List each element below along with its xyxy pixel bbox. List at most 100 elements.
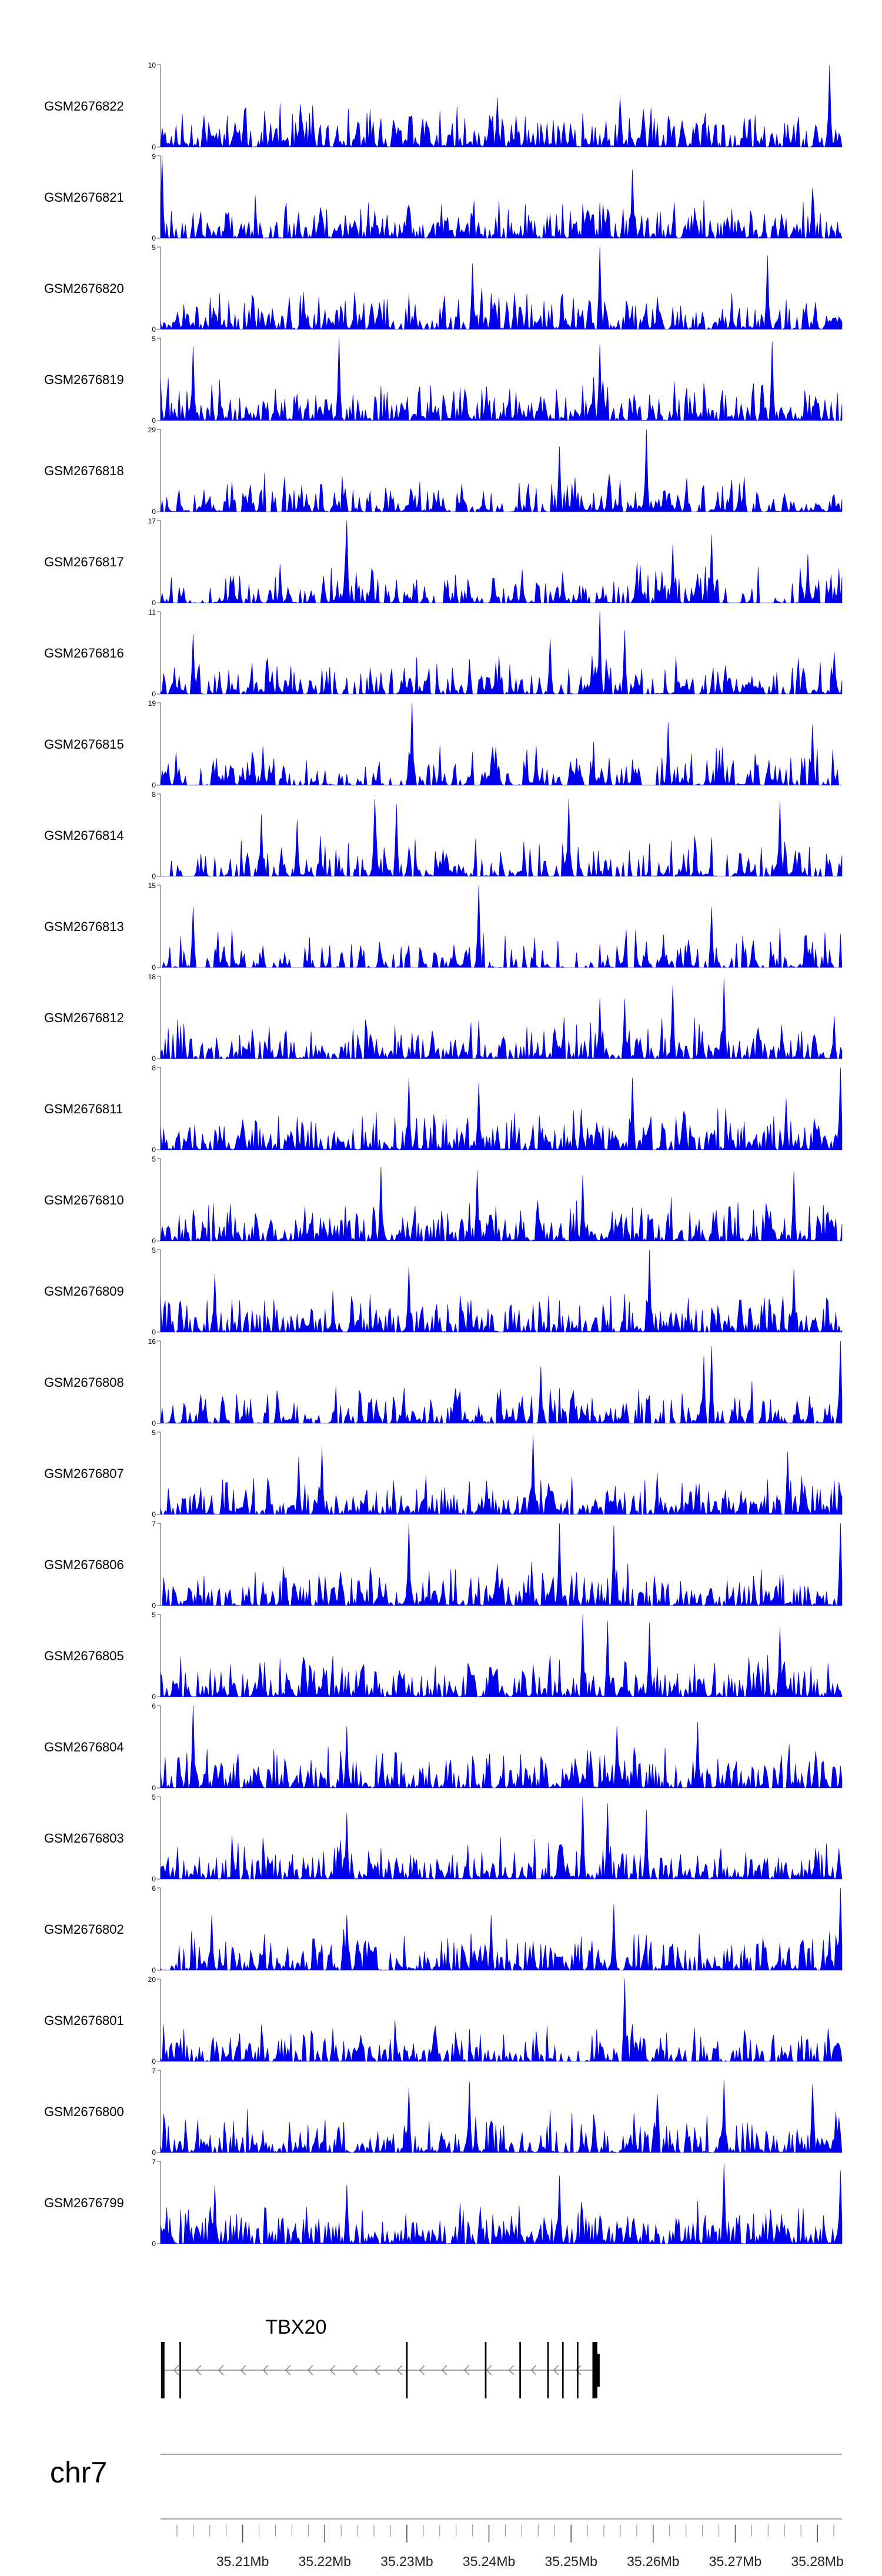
strand-chevron [173,2365,179,2375]
strand-chevron [195,2365,202,2375]
track-gsm2676802: GSM2676802 6 0 [44,1884,843,1974]
x-tick-label: 35.28Mb [791,2554,844,2569]
coverage-area [161,799,843,877]
track-gsm2676799: GSM2676799 7 0 [44,2158,843,2248]
coverage-area [160,1166,843,1242]
strand-chevron [530,2365,537,2375]
coverage-area [160,2163,843,2245]
y-tick-label-max: 5 [152,1246,156,1254]
track-gsm2676800: GSM2676800 7 0 [44,2067,843,2157]
strand-chevron [374,2365,380,2375]
y-tick-label-min: 0 [152,1784,156,1792]
track-label: GSM2676810 [44,1193,124,1207]
track-label: GSM2676814 [44,828,124,843]
coverage-area [160,429,843,513]
track-label: GSM2676815 [44,737,124,752]
y-tick-label-min: 0 [152,1237,156,1245]
y-tick-label-min: 0 [152,508,156,516]
track-label: GSM2676806 [44,1557,124,1572]
y-tick-label-min: 0 [152,1419,156,1427]
y-tick-label-max: 5 [152,1429,156,1437]
y-tick-label-min: 0 [152,599,156,607]
y-tick-label-max: 7 [152,2158,156,2166]
y-tick-label-max: 5 [152,335,156,343]
track-gsm2676808: GSM2676808 16 0 [44,1337,843,1427]
y-tick-label-min: 0 [152,1601,156,1610]
x-tick-label: 35.27Mb [709,2554,762,2569]
track-label: GSM2676817 [44,555,124,569]
y-tick-label-max: 5 [152,1155,156,1163]
coverage-area [160,246,843,330]
y-tick-label-max: 15 [148,882,156,890]
gene-exon [485,2342,487,2398]
x-tick-label: 35.24Mb [463,2554,516,2569]
coverage-area [160,1978,843,2062]
track-gsm2676814: GSM2676814 8 0 [44,790,843,880]
chromosome-label: chr7 [50,2456,107,2489]
y-tick-label-max: 7 [152,2067,156,2075]
y-tick-label-max: 5 [152,243,156,252]
track-label: GSM2676804 [44,1740,124,1754]
y-tick-label-max: 5 [152,1793,156,1801]
track-gsm2676815: GSM2676815 19 0 [44,699,842,789]
track-gsm2676807: GSM2676807 5 0 [44,1429,843,1519]
track-label: GSM2676816 [44,646,124,660]
track-gsm2676801: GSM2676801 20 0 [44,1976,843,2066]
track-label: GSM2676812 [44,1010,124,1025]
track-label: GSM2676811 [44,1102,123,1116]
y-tick-label-max: 20 [148,1976,156,1984]
x-tick-label: 35.26Mb [627,2554,680,2569]
track-gsm2676809: GSM2676809 5 0 [44,1246,843,1336]
y-tick-label-max: 17 [148,517,156,525]
coverage-area [160,1249,843,1333]
track-label: GSM2676799 [44,2195,124,2210]
track-gsm2676812: GSM2676812 18 0 [44,973,843,1063]
gene-exon-end [593,2354,600,2387]
coverage-area [160,1614,843,1698]
y-tick-label-max: 11 [149,608,156,616]
strand-chevron [553,2365,559,2375]
track-gsm2676819: GSM2676819 5 0 [44,335,843,425]
coverage-area [160,155,843,239]
track-label: GSM2676800 [44,2104,124,2119]
y-tick-label-max: 16 [148,1337,156,1346]
y-tick-label-min: 0 [152,2148,156,2157]
track-label: GSM2676809 [44,1284,124,1299]
x-tick-label: 35.25Mb [544,2554,597,2569]
y-tick-label-max: 5 [152,1611,156,1619]
track-label: GSM2676802 [44,1922,124,1937]
track-gsm2676806: GSM2676806 7 0 [44,1520,843,1610]
y-tick-label-min: 0 [152,1875,156,1883]
y-tick-label-max: 29 [148,426,156,434]
track-gsm2676820: GSM2676820 5 0 [44,243,843,333]
genome-axis: chr7 35.21Mb 35.22Mb 35.23Mb 35.24Mb 35.25Mb… [50,2454,844,2569]
track-gsm2676817: GSM2676817 17 0 [44,517,843,607]
strand-chevron [285,2365,291,2375]
y-tick-label-min: 0 [152,872,156,880]
y-tick-label-min: 0 [152,781,156,789]
y-tick-label-min: 0 [152,690,156,698]
y-tick-label-min: 0 [152,1055,156,1063]
track-gsm2676810: GSM2676810 5 0 [44,1155,843,1245]
strand-chevron [352,2365,358,2375]
coverage-area [160,1705,843,1788]
track-label: GSM2676819 [44,372,124,387]
track-gsm2676804: GSM2676804 6 0 [44,1702,843,1792]
strand-chevron [262,2365,269,2375]
strand-chevron [441,2365,447,2375]
y-tick-label-min: 0 [152,2057,156,2066]
strand-chevron [218,2365,224,2375]
coverage-area [160,1067,843,1151]
track-label: GSM2676822 [44,99,124,114]
y-tick-label-max: 18 [148,973,156,981]
track-label: GSM2676821 [44,190,124,205]
coverage-area [160,1435,843,1516]
strand-chevron [240,2365,246,2375]
y-tick-label-min: 0 [152,1146,156,1154]
gene-exon [406,2342,408,2398]
track-gsm2676805: GSM2676805 5 0 [44,1611,843,1701]
coverage-area [160,1340,843,1424]
track-gsm2676818: GSM2676818 29 0 [44,426,843,516]
coverage-area [161,885,843,968]
x-tick-label: 35.21Mb [216,2554,269,2569]
